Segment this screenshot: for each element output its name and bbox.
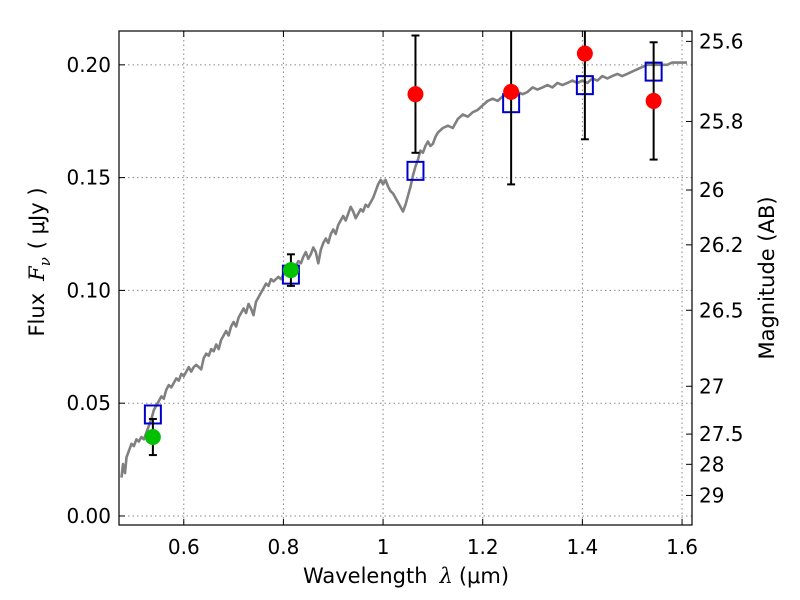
y-tick-label: 0.00: [66, 504, 111, 528]
y2-tick-label: 26: [699, 178, 724, 202]
y2-tick-label: 27.5: [699, 422, 744, 446]
x-axis-title: Wavelength λ (μm): [303, 564, 509, 588]
plot-area: [120, 31, 687, 478]
y2-tick-label: 25.6: [699, 29, 744, 53]
y2-tick-label: 25.8: [699, 109, 744, 133]
observed-red-point: [503, 83, 520, 100]
axes-frame: [118, 30, 693, 526]
x-tick-label: 0.8: [268, 535, 300, 559]
y-axis-title: FluxFν( μJy ): [25, 187, 54, 336]
x-tick-label: 1.4: [566, 535, 598, 559]
template-spectrum-line: [120, 61, 687, 478]
y2-tick-label: 28: [699, 452, 724, 476]
grid: [119, 31, 692, 525]
x-tick-label: 1: [377, 535, 390, 559]
observed-green-point: [282, 262, 299, 279]
y-tick-label: 0.05: [66, 391, 111, 415]
y-tick-label: 0.20: [66, 53, 111, 77]
observed-green-point: [144, 429, 161, 446]
y2-tick-label: 26.2: [699, 233, 744, 257]
x-tick-label: 1.6: [666, 535, 698, 559]
model-photometry-square: [406, 160, 425, 181]
observed-red-point: [576, 45, 593, 62]
x-tick-label: 1.2: [467, 535, 499, 559]
y2-tick-label: 29: [699, 483, 724, 507]
axis-ticks: 0.6 0.8 1 1.2 1.4 1.6 0.00 0.05 0.10 0.15 0.20 25.6…: [66, 29, 743, 559]
observed-red-point: [645, 92, 662, 109]
observed-red-point: [407, 86, 424, 103]
y2-tick-label: 26.5: [699, 298, 744, 322]
y-tick-label: 0.10: [66, 278, 111, 302]
y2-tick-label: 27: [699, 374, 724, 398]
y-tick-label: 0.15: [66, 166, 111, 190]
y2-axis-title: Magnitude (AB): [755, 196, 779, 359]
x-tick-label: 0.6: [168, 535, 200, 559]
